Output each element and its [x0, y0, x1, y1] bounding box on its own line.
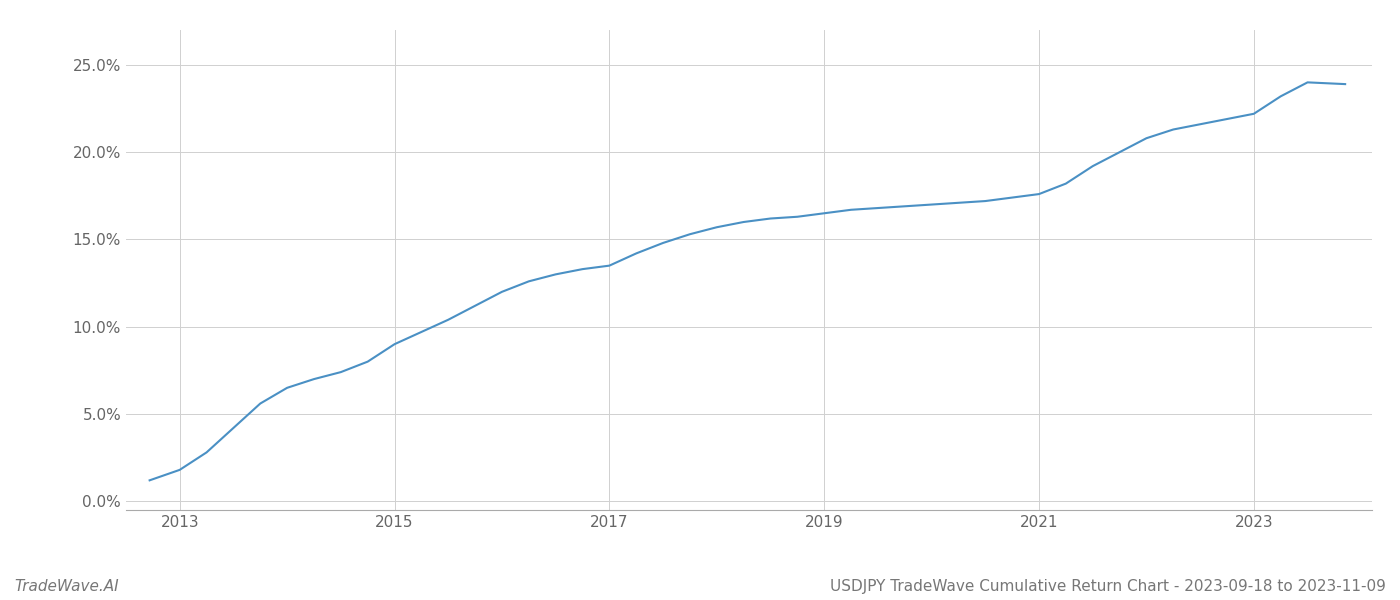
Text: USDJPY TradeWave Cumulative Return Chart - 2023-09-18 to 2023-11-09: USDJPY TradeWave Cumulative Return Chart…	[830, 579, 1386, 594]
Text: TradeWave.AI: TradeWave.AI	[14, 579, 119, 594]
